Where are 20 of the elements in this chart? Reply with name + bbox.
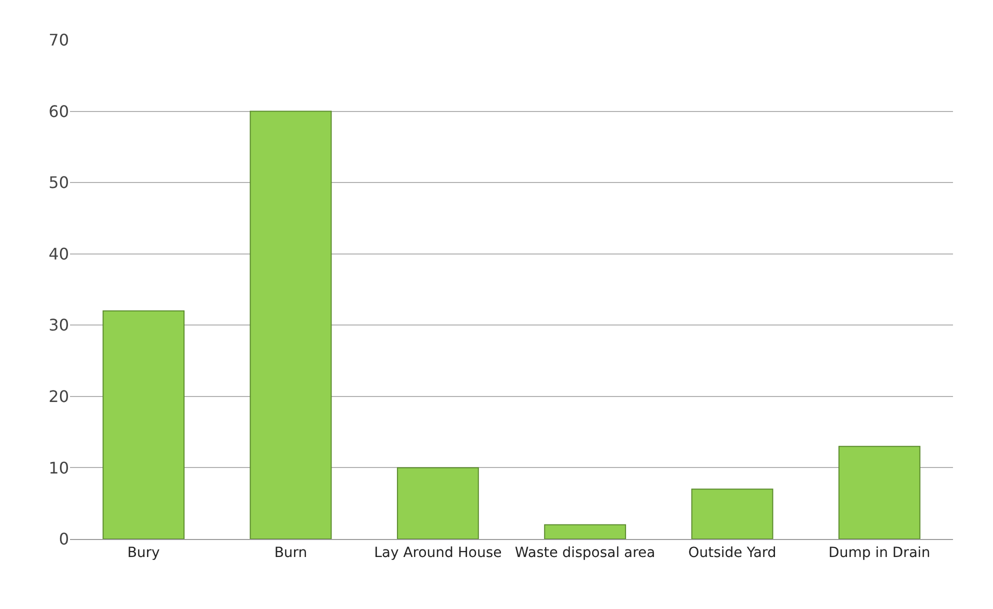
y-tick-label: 20 [48,387,69,406]
x-tick-label: Dump in Drain [828,544,930,561]
bar [838,446,920,539]
x-tick-label: Outside Yard [688,544,776,561]
y-tick-label: 50 [48,173,69,192]
bar [102,310,185,539]
y-tick-label: 30 [48,316,69,335]
x-tick-label: Bury [127,544,160,561]
y-tick-label: 70 [48,30,69,50]
bar [691,488,774,539]
y-tick-label: 40 [48,244,69,264]
x-tick-label: Lay Around House [374,544,502,561]
x-tick-label: Burn [274,544,308,561]
y-tick-label: 60 [48,102,69,121]
bar [396,467,479,539]
x-tick-label: Waste disposal area [514,544,656,561]
y-tick-label: 10 [48,458,69,478]
y-tick-label: 0 [58,530,69,549]
bar [250,110,332,539]
bar [544,524,626,539]
